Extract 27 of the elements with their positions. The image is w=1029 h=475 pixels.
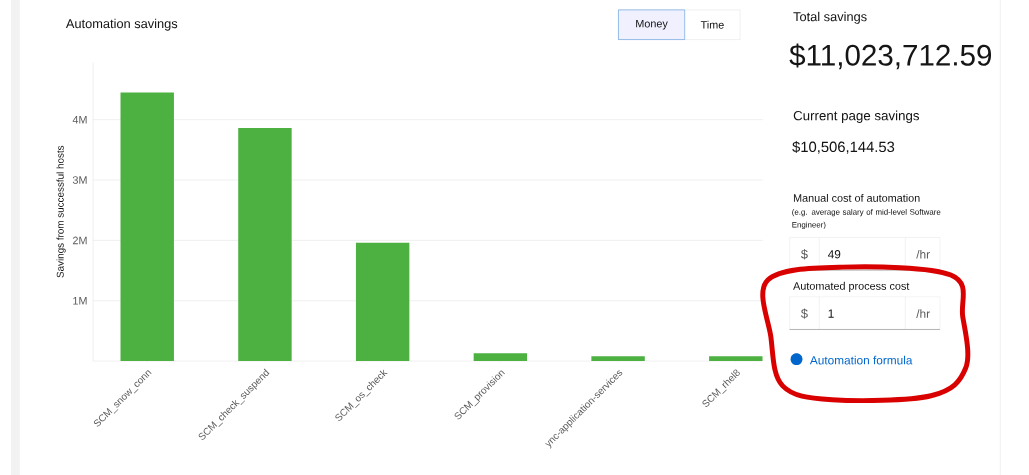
text: Money <box>636 19 668 30</box>
bar <box>238 128 292 362</box>
text: /hr <box>916 309 930 319</box>
text: Manual cost of automation <box>793 193 920 202</box>
text: Automation formula <box>809 355 913 365</box>
y-tick-label: 2M <box>72 236 87 245</box>
y-tick-label: 1M <box>73 297 87 305</box>
bar <box>120 92 174 362</box>
bar <box>355 242 410 362</box>
text: 49 <box>827 250 841 259</box>
text: $ <box>801 308 808 319</box>
bar <box>709 356 763 362</box>
text: $11,023,712.59 <box>789 43 992 70</box>
y-tick-label: 3M <box>72 176 87 184</box>
text: $ <box>801 249 808 260</box>
chart-title: Automation savings <box>65 18 178 31</box>
text: 1 <box>828 309 834 318</box>
bar <box>473 353 528 362</box>
bar <box>591 356 645 362</box>
text: /hr <box>916 249 930 259</box>
y-axis-title: Savings from successful hosts <box>56 145 66 278</box>
text: Total savings <box>793 11 867 24</box>
text: $10,506,144.53 <box>792 141 895 154</box>
y-tick-label: 4M <box>72 115 87 124</box>
text: Time <box>700 20 724 29</box>
text: Current page savings <box>793 110 920 123</box>
text: Automated process cost <box>793 281 910 292</box>
